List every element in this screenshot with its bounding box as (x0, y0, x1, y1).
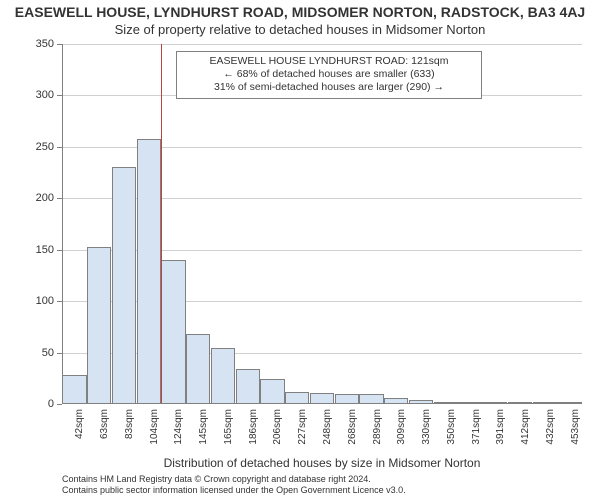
x-tick-label: 350sqm (446, 409, 457, 455)
annotation-line1: EASEWELL HOUSE LYNDHURST ROAD: 121sqm (183, 55, 474, 68)
histogram-bar (112, 167, 136, 404)
plot-area: EASEWELL HOUSE LYNDHURST ROAD: 121sqm ← … (62, 44, 582, 404)
x-tick-label: 453sqm (570, 409, 581, 455)
gridline (62, 44, 582, 45)
y-tick-label: 250 (14, 141, 54, 153)
x-tick-label: 104sqm (149, 409, 160, 455)
y-tick-label: 0 (14, 398, 54, 410)
x-tick-label: 268sqm (347, 409, 358, 455)
annotation-box: EASEWELL HOUSE LYNDHURST ROAD: 121sqm ← … (176, 51, 481, 98)
y-tick-mark (57, 95, 62, 96)
x-axis-label: Distribution of detached houses by size … (62, 456, 582, 470)
y-tick-mark (57, 250, 62, 251)
x-tick-label: 309sqm (396, 409, 407, 455)
y-tick-mark (57, 404, 62, 405)
y-tick-label: 50 (14, 347, 54, 359)
x-tick-label: 412sqm (520, 409, 531, 455)
y-tick-label: 150 (14, 244, 54, 256)
histogram-bar (87, 247, 111, 404)
x-tick-label: 186sqm (248, 409, 259, 455)
histogram-bar (161, 260, 185, 404)
x-tick-label: 206sqm (272, 409, 283, 455)
x-tick-label: 145sqm (198, 409, 209, 455)
y-tick-mark (57, 44, 62, 45)
footer-line2: Contains public sector information licen… (62, 485, 582, 496)
histogram-bar (260, 379, 284, 404)
y-tick-mark (57, 353, 62, 354)
x-tick-label: 42sqm (74, 409, 85, 455)
x-tick-label: 63sqm (99, 409, 110, 455)
chart-footer: Contains HM Land Registry data © Crown c… (62, 474, 582, 496)
chart-title-line2: Size of property relative to detached ho… (0, 22, 600, 37)
annotation-line3: 31% of semi-detached houses are larger (… (183, 81, 474, 94)
x-tick-label: 391sqm (495, 409, 506, 455)
property-marker-line (161, 44, 162, 404)
histogram-bar (62, 375, 86, 404)
y-tick-label: 100 (14, 295, 54, 307)
y-tick-mark (57, 147, 62, 148)
histogram-bar (236, 369, 260, 404)
chart-title-line1: EASEWELL HOUSE, LYNDHURST ROAD, MIDSOMER… (0, 4, 600, 20)
x-tick-label: 165sqm (223, 409, 234, 455)
y-tick-label: 350 (14, 38, 54, 50)
y-axis-line (62, 44, 63, 404)
histogram-bar (186, 334, 210, 404)
x-tick-label: 227sqm (297, 409, 308, 455)
x-tick-label: 83sqm (124, 409, 135, 455)
y-tick-mark (57, 301, 62, 302)
x-tick-label: 248sqm (322, 409, 333, 455)
x-tick-label: 124sqm (173, 409, 184, 455)
histogram-bar (137, 139, 161, 404)
annotation-line2: ← 68% of detached houses are smaller (63… (183, 68, 474, 81)
histogram-bar (211, 348, 235, 404)
y-tick-mark (57, 198, 62, 199)
x-tick-label: 289sqm (372, 409, 383, 455)
x-tick-label: 371sqm (471, 409, 482, 455)
x-tick-label: 330sqm (421, 409, 432, 455)
x-axis-line (62, 403, 582, 404)
footer-line1: Contains HM Land Registry data © Crown c… (62, 474, 582, 485)
y-tick-label: 200 (14, 192, 54, 204)
y-tick-label: 300 (14, 89, 54, 101)
x-tick-label: 432sqm (545, 409, 556, 455)
